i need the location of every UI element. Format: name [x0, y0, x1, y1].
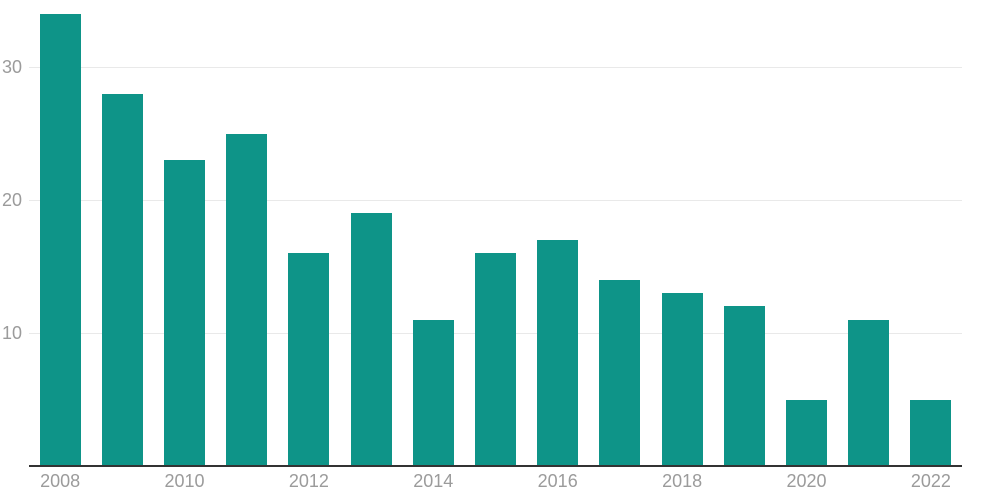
- bar-2009: [101, 93, 143, 466]
- bar-2013: [350, 213, 392, 466]
- x-tick-label-2018: 2018: [662, 471, 703, 491]
- bar-2018: [661, 293, 703, 466]
- bar-2014: [412, 319, 454, 466]
- bar-2016: [537, 239, 579, 466]
- y-tick-label-10: 10: [2, 323, 23, 343]
- bar-2008: [39, 13, 81, 466]
- gridline-20: [29, 200, 962, 201]
- x-tick-label-2020: 2020: [786, 471, 827, 491]
- y-tick-label-20: 20: [2, 190, 23, 210]
- x-tick-label-2012: 2012: [288, 471, 329, 491]
- y-tick-label-30: 30: [2, 57, 23, 77]
- bar-2012: [288, 253, 330, 466]
- x-tick-label-2016: 2016: [537, 471, 578, 491]
- x-axis-line: [29, 465, 962, 467]
- bar-2022: [910, 399, 952, 466]
- x-tick-label-2014: 2014: [413, 471, 454, 491]
- bar-2011: [226, 133, 268, 466]
- x-tick-label-2010: 2010: [164, 471, 205, 491]
- x-tick-label-2022: 2022: [910, 471, 951, 491]
- bar-2015: [475, 253, 516, 466]
- bar-2019: [723, 306, 765, 466]
- bar-2010: [164, 160, 205, 466]
- bar-2020: [786, 399, 827, 466]
- bar-2017: [599, 279, 641, 466]
- x-tick-label-2008: 2008: [40, 471, 81, 491]
- bar-2021: [848, 319, 890, 466]
- gridline-30: [29, 67, 962, 68]
